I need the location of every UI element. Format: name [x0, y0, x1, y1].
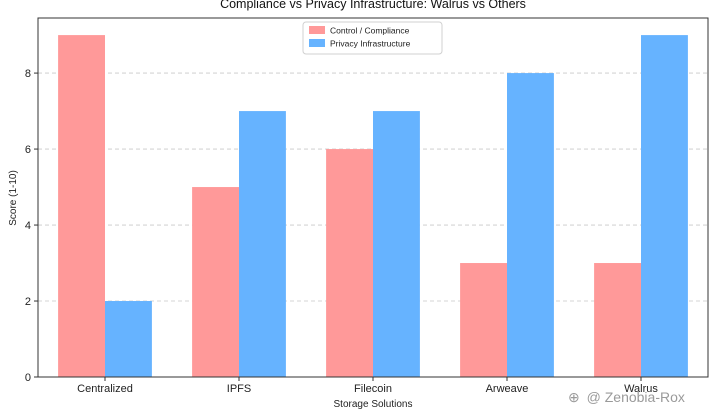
x-tick-label: IPFS	[227, 383, 251, 395]
bar-control-compliance-ipfs	[192, 187, 239, 377]
x-axis-title: Storage Solutions	[334, 399, 413, 410]
bar-control-compliance-centralized	[58, 35, 105, 377]
x-axis: Centralized IPFS Filecoin Arweave Walrus	[77, 377, 658, 395]
watermark-text: @ Zenobia-Rox	[587, 389, 685, 405]
legend: Control / Compliance Privacy Infrastructu…	[302, 21, 443, 55]
x-tick-label: Arweave	[486, 383, 529, 395]
legend-swatch	[309, 26, 325, 34]
bars	[58, 35, 688, 378]
bar-privacy-infrastructure-ipfs	[239, 111, 286, 378]
bar-privacy-infrastructure-filecoin	[373, 111, 420, 378]
legend-swatch	[309, 39, 325, 47]
bar-control-compliance-arweave	[460, 263, 507, 377]
bar-privacy-infrastructure-walrus	[641, 35, 688, 377]
legend-label: Privacy Infrastructure	[330, 39, 411, 49]
bar-control-compliance-filecoin	[326, 149, 373, 377]
y-tick-label: 6	[25, 144, 31, 156]
bar-control-compliance-walrus	[594, 263, 641, 377]
y-axis: 0 2 4 6 8	[25, 68, 38, 384]
watermark: ⊕ @ Zenobia-Rox	[568, 389, 685, 405]
x-tick-label: Walrus	[624, 383, 658, 395]
y-tick-label: 0	[25, 372, 31, 384]
chart-title: Compliance vs Privacy Infrastructure: Wa…	[220, 0, 526, 11]
x-tick-label: Centralized	[77, 383, 133, 395]
legend-box	[302, 21, 443, 55]
y-tick-label: 2	[25, 296, 31, 308]
y-tick-label: 8	[25, 68, 31, 80]
y-tick-label: 4	[25, 220, 31, 232]
legend-label: Control / Compliance	[330, 26, 410, 36]
x-tick-label: Filecoin	[354, 383, 392, 395]
watermark-logo-icon: ⊕	[568, 389, 580, 405]
bar-privacy-infrastructure-centralized	[105, 301, 152, 377]
bar-privacy-infrastructure-arweave	[507, 73, 554, 377]
y-axis-title: Score (1-10)	[8, 170, 19, 226]
